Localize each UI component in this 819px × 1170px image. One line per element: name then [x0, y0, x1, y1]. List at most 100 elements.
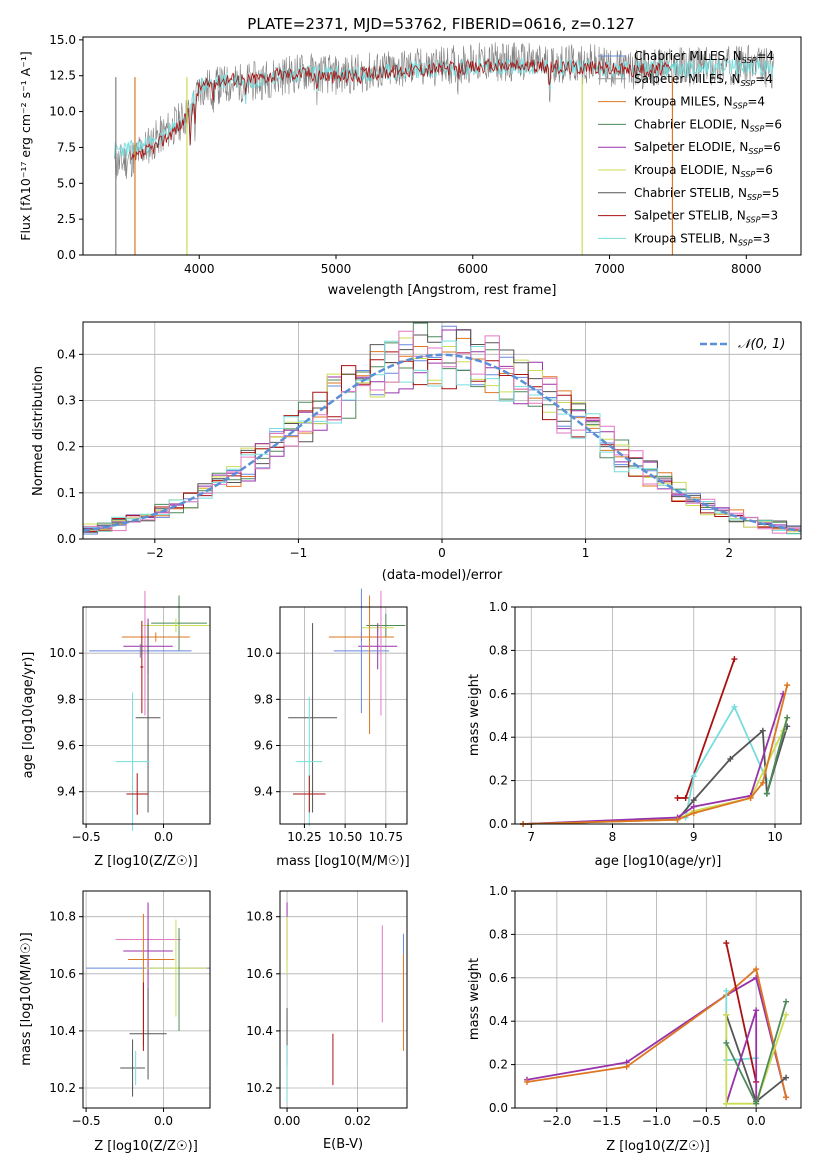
y-tick-label: 0.6 [489, 971, 508, 985]
mass-weight-marker [723, 987, 730, 994]
mass-weight-marker [783, 998, 790, 1005]
y-tick-label: 15.0 [49, 33, 76, 47]
x-tick-label: −0.5 [72, 830, 101, 844]
y-tick-label: 9.6 [254, 739, 273, 753]
mass-weight-marker [723, 940, 730, 947]
mass-weight-marker [523, 1078, 530, 1085]
legend-label: Salpeter STELIB, NSSP=3 [634, 209, 778, 225]
y-tick-label: 1.0 [489, 600, 508, 614]
legend-label: Salpeter MILES, NSSP=4 [634, 72, 773, 88]
legend-normal-label: 𝒩(0, 1) [738, 337, 785, 352]
ticks: 7 8 9 10 0.0 0.2 0.4 0.6 0.8 1.0 [489, 600, 783, 844]
x-tick-label: 7000 [594, 262, 625, 276]
mass-weight-marker [723, 1100, 730, 1107]
y-tick-label: 10.6 [49, 967, 76, 981]
spectrum-xlabel: wavelength [Angstrom, rest frame] [328, 283, 557, 298]
x-tick-label: −1.5 [592, 1114, 621, 1128]
legend-label: Chabrier STELIB, NSSP=5 [634, 186, 779, 202]
y-tick-label: 10.2 [246, 1081, 273, 1095]
x-tick-label: 8 [609, 830, 617, 844]
y-tick-label: 0.0 [489, 1101, 508, 1115]
mwZ-ylabel: mass weight [467, 958, 482, 1040]
y-tick-label: 7.5 [57, 140, 76, 154]
age-vs-mass-panel: 10.25 10.50 10.75 9.4 9.6 9.8 10.0 [246, 588, 408, 844]
mass-weight-marker [784, 682, 791, 689]
axes-frame [279, 890, 408, 1109]
data-layer [520, 656, 791, 827]
mass-weight-marker [731, 703, 738, 710]
mwAge-xlabel: age [log10(age/yr)] [595, 854, 722, 869]
x-tick-label: −0.5 [692, 1114, 721, 1128]
x-tick-label: 8000 [731, 262, 762, 276]
x-tick-label: 0.0 [154, 1114, 173, 1128]
massE-xlabel: E(B-V) [323, 1137, 363, 1152]
x-tick-label: 10.25 [287, 830, 321, 844]
x-tick-label: 9 [690, 830, 698, 844]
mass-weight-marker [674, 816, 681, 823]
mass-weight-marker [682, 794, 689, 801]
y-tick-label: 1.0 [489, 884, 508, 898]
mass-weight-marker [723, 1011, 730, 1018]
x-tick-label: 0.00 [274, 1114, 301, 1128]
y-tick-label: 0.4 [57, 347, 76, 361]
grid [280, 607, 407, 824]
histogram-xlabel: (data-model)/error [382, 568, 503, 583]
y-tick-label: 10.8 [246, 910, 273, 924]
y-tick-label: 9.4 [57, 785, 76, 799]
figure-title: PLATE=2371, MJD=53762, FIBERID=0616, z=0… [247, 15, 634, 33]
mass-weight-line [725, 942, 758, 1083]
y-tick-label: 0.8 [489, 927, 508, 941]
ticks: 10.25 10.50 10.75 9.4 9.6 9.8 10.0 [246, 646, 403, 844]
y-tick-label: 0.2 [489, 1058, 508, 1072]
legend-label: Kroupa STELIB, NSSP=3 [634, 231, 770, 247]
ageZ-ylabel: age [log10(age/yr)] [21, 652, 36, 779]
y-tick-label: 0.0 [489, 817, 508, 831]
mass-weight-marker [747, 794, 754, 801]
mwAge-ylabel: mass weight [467, 674, 482, 756]
y-tick-label: 10.6 [246, 967, 273, 981]
ticks: −0.5 0.0 9.4 9.6 9.8 10.0 [49, 646, 173, 844]
grid [515, 606, 801, 825]
y-tick-label: 0.0 [57, 532, 76, 546]
axes-frame [82, 890, 211, 1109]
legend-label: Salpeter ELODIE, NSSP=6 [634, 140, 781, 156]
mass-weight-marker [623, 1063, 630, 1070]
mass-weight-marker [690, 803, 697, 810]
y-tick-label: 10.0 [246, 646, 273, 660]
mass-weight-marker [753, 1007, 760, 1014]
legend-label: Chabrier MILES, NSSP=4 [634, 49, 774, 65]
y-tick-label: 9.4 [254, 785, 273, 799]
spectrum-legend: Chabrier MILES, NSSP=4 Salpeter MILES, NS… [598, 49, 782, 247]
y-tick-label: 0.0 [57, 248, 76, 262]
y-tick-label: 0.4 [489, 1014, 508, 1028]
mass-weight-line [766, 717, 789, 794]
mass-weight-marker [783, 1094, 790, 1101]
y-tick-label: 10.0 [49, 646, 76, 660]
x-tick-label: 10.75 [369, 830, 403, 844]
axes-frame [514, 890, 802, 1109]
x-tick-label: 0.02 [344, 1114, 371, 1128]
mass-weight-marker [723, 1039, 730, 1046]
ticks: −0.5 0.0 10.2 10.4 10.6 10.8 [49, 910, 173, 1128]
mass-weight-marker [690, 797, 697, 804]
mass-weight-marker [690, 810, 697, 817]
axes-frame [82, 606, 211, 825]
mwZ-xlabel: Z [log10(Z/Z☉)] [606, 1139, 710, 1154]
axes-frame [514, 606, 802, 825]
mass-weight-line [725, 1014, 787, 1105]
mass-weight-marker [759, 727, 766, 734]
x-tick-label: −1.0 [642, 1114, 671, 1128]
ageZ-xlabel: Z [log10(Z/Z☉)] [94, 854, 198, 869]
y-tick-label: 9.6 [57, 739, 76, 753]
mass-weight-marker [759, 779, 766, 786]
x-tick-label: −2 [146, 546, 164, 560]
x-tick-label: 4000 [184, 262, 215, 276]
x-tick-label: 0.0 [747, 1114, 766, 1128]
x-tick-label: 6000 [457, 262, 488, 276]
legend-label: Chabrier ELODIE, NSSP=6 [634, 117, 782, 133]
y-tick-label: 0.8 [489, 643, 508, 657]
spectrum-ylabel: Flux [fλ10⁻¹⁷ erg cm⁻² s⁻¹ A⁻¹] [18, 51, 33, 240]
data-layer [89, 590, 210, 831]
data-layer [286, 902, 404, 1103]
